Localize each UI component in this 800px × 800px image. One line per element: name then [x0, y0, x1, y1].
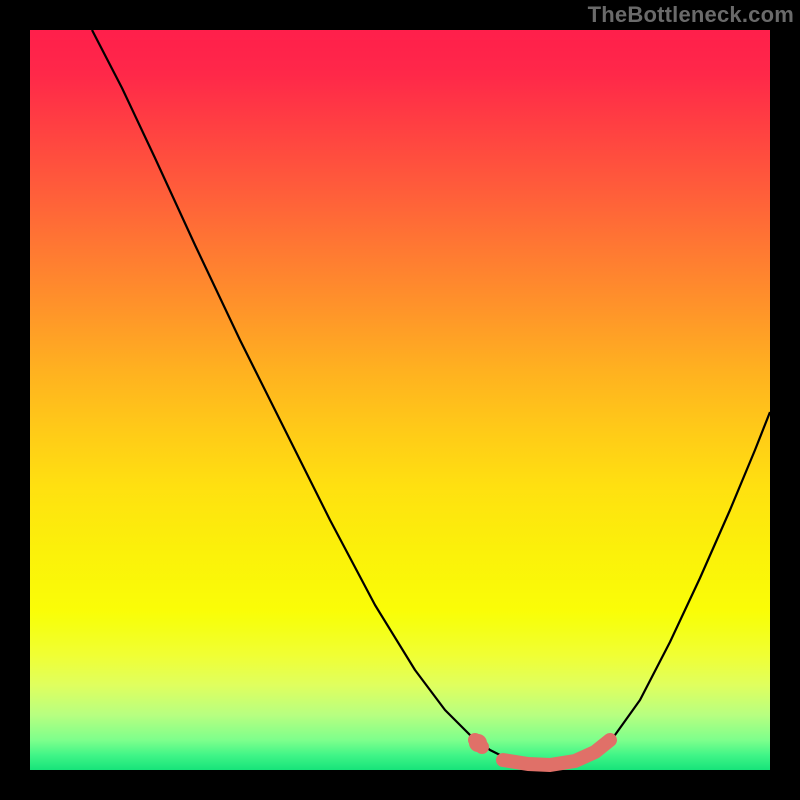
chart-frame: TheBottleneck.com: [0, 0, 800, 800]
watermark-text: TheBottleneck.com: [588, 2, 794, 28]
highlight-dot: [469, 734, 487, 752]
bottleneck-curve-chart: [0, 0, 800, 800]
gradient-background: [30, 30, 770, 770]
